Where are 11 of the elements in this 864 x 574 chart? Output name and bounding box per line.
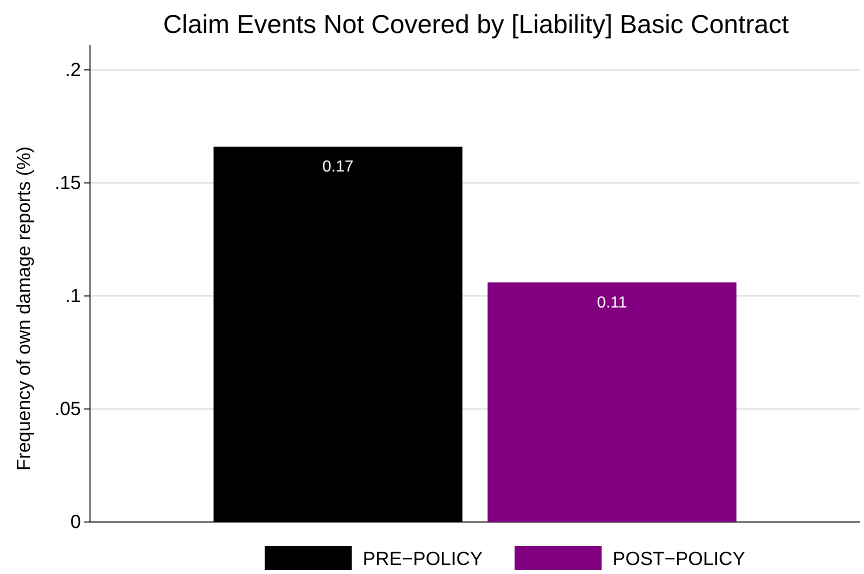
data-label: 0.17	[322, 158, 354, 176]
y-tick-label: .2	[65, 60, 81, 81]
legend-label: PRE−POLICY	[362, 549, 483, 570]
legend-label: POST−POLICY	[612, 549, 746, 570]
data-label: 0.11	[597, 294, 628, 312]
y-tick-label: 0	[70, 512, 81, 534]
y-tick-label: .1	[65, 286, 81, 308]
y-tick-label: .15	[54, 172, 81, 194]
y-axis-title: Frequency of own damage reports (%)	[14, 146, 35, 471]
y-tick-label: .05	[54, 399, 81, 420]
chart-title: Claim Events Not Covered by [Liability] Basic Contract	[163, 9, 790, 39]
